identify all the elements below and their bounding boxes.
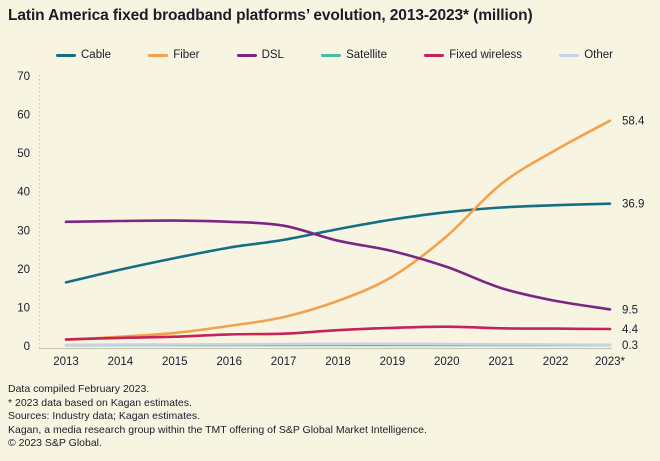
cable-end-value: 36.9 — [622, 199, 644, 211]
fixed-wireless-line — [64, 325, 612, 341]
x-tick-label-2021: 2021 — [488, 356, 514, 368]
legend-swatch-dsl — [236, 53, 257, 57]
chart-title: Latin America fixed broadband platforms’… — [8, 7, 533, 24]
chart-footnotes: Data compiled February 2023. * 2023 data… — [8, 383, 427, 451]
x-tick-label-2016: 2016 — [216, 356, 242, 368]
legend-label-satellite: Satellite — [346, 49, 388, 61]
y-tick-label-10: 10 — [17, 302, 30, 314]
legend-swatch-cable — [56, 53, 76, 57]
legend-swatch-fiber — [148, 53, 169, 57]
dsl-end-value: 9.5 — [622, 304, 638, 316]
legend-item-other: Other — [559, 49, 613, 61]
footnote-compiled: Data compiled February 2023. — [8, 383, 150, 395]
y-tick-label-40: 40 — [17, 187, 30, 199]
x-tick-label-2014: 2014 — [108, 356, 134, 368]
other-line — [64, 342, 612, 347]
chart-legend: Cable Fiber DSL Satellite Fixed wireless Othe… — [56, 48, 613, 62]
footnote-estimates: * 2023 data based on Kagan estimates. — [8, 396, 192, 409]
y-tick-label-70: 70 — [17, 71, 30, 83]
legend-item-fixed-wireless: Fixed wireless — [424, 49, 522, 61]
fiber-line — [64, 119, 612, 342]
footnote-kagan: Kagan, a media research group within the… — [8, 423, 427, 436]
legend-label-cable: Cable — [81, 49, 112, 61]
legend-item-fiber: Fiber — [148, 49, 199, 61]
fiber-end-value: 58.4 — [622, 116, 645, 128]
x-tick-label-2019: 2019 — [380, 356, 406, 368]
x-tick-label-2022: 2022 — [543, 356, 569, 368]
legend-item-cable: Cable — [56, 49, 111, 61]
y-tick-label-0: 0 — [24, 341, 30, 353]
y-tick-label-20: 20 — [17, 264, 30, 276]
footnote-copyright: © 2023 S&P Global. — [8, 437, 102, 450]
legend-swatch-fixed-wireless — [424, 53, 445, 57]
dsl-line — [64, 219, 612, 311]
other-end-value: 0.3 — [622, 340, 638, 352]
x-tick-label-2017: 2017 — [271, 356, 297, 368]
legend-swatch-satellite — [321, 53, 342, 57]
x-tick-label-2023-: 2023* — [595, 356, 626, 368]
legend-label-fiber: Fiber — [173, 49, 200, 61]
legend-label-other: Other — [584, 49, 613, 61]
legend-item-dsl: DSL — [236, 49, 284, 61]
legend-label-fixed-wireless: Fixed wireless — [449, 49, 523, 61]
footnote-sources: Sources: Industry data; Kagan estimates. — [8, 410, 201, 423]
legend-label-dsl: DSL — [261, 49, 284, 61]
legend-swatch-other — [559, 53, 580, 57]
y-tick-label-60: 60 — [17, 110, 30, 122]
x-tick-label-2020: 2020 — [434, 356, 460, 368]
x-tick-label-2015: 2015 — [162, 356, 188, 368]
fixed-wireless-end-value: 4.4 — [622, 324, 639, 336]
y-tick-label-30: 30 — [17, 225, 30, 237]
x-tick-label-2013: 2013 — [53, 356, 79, 368]
legend-item-satellite: Satellite — [321, 49, 387, 61]
x-tick-label-2018: 2018 — [325, 356, 351, 368]
y-tick-label-50: 50 — [17, 148, 30, 160]
cable-line — [64, 202, 612, 284]
